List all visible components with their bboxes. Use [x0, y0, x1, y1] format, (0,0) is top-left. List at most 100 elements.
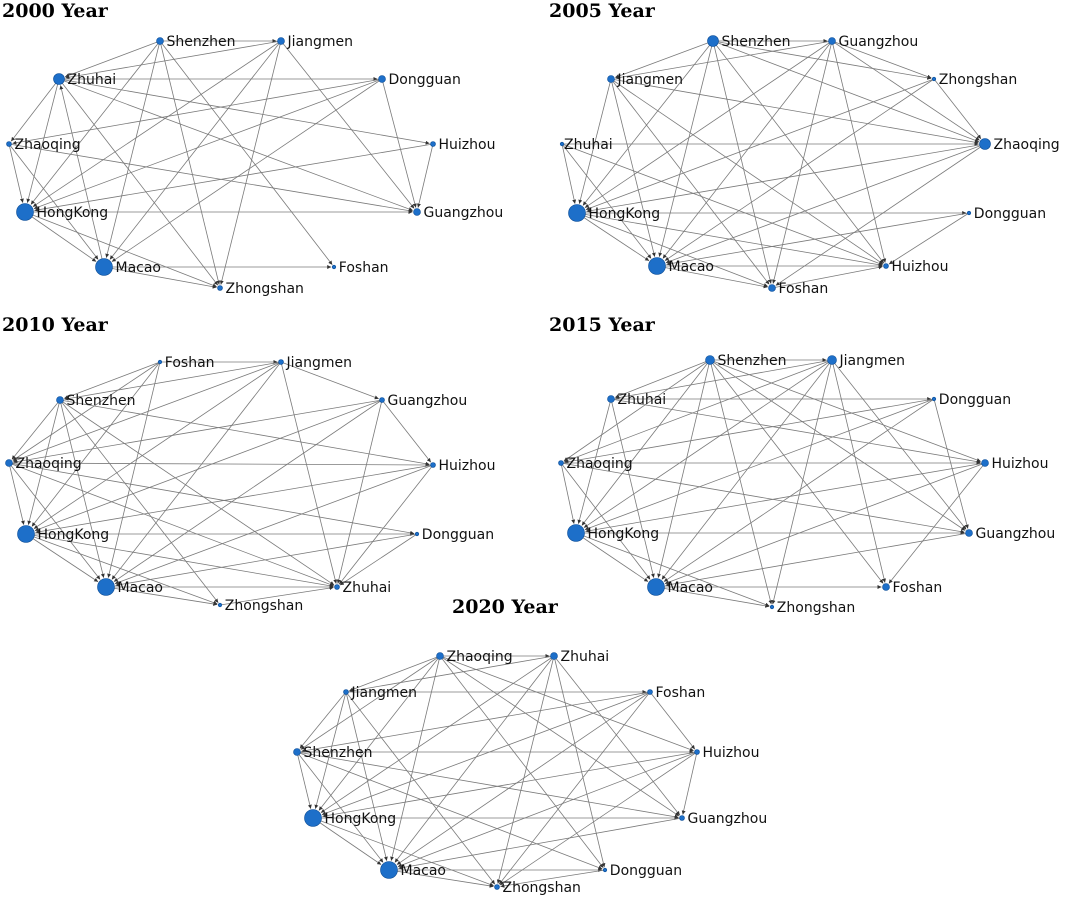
edge-jiangmen-guangzhou: [280, 361, 379, 400]
node-foshan: [331, 264, 337, 270]
edge-jiangmen-foshan: [831, 359, 886, 583]
edge-macao-foshan: [656, 265, 768, 289]
edge-jiangmen-guangzhou: [280, 40, 415, 209]
edge-shenzhen-foshan: [159, 40, 333, 266]
node-shenzhen: [156, 37, 164, 45]
edge-hongkong-zhongshan: [312, 817, 494, 887]
node-guangzhou: [679, 815, 685, 821]
node-huizhou: [694, 749, 700, 755]
node-macao: [95, 258, 113, 276]
edge-dongguan-hongkong: [33, 78, 383, 210]
node-label-foshan: Foshan: [339, 260, 389, 276]
edges-2010: [8, 360, 434, 606]
node-dongguan: [966, 210, 972, 216]
node-label-zhaoqing: Zhaoqing: [994, 137, 1060, 153]
edge-shenzhen-guangzhou: [709, 359, 966, 531]
edge-zhuhai-guangzhou: [553, 655, 681, 816]
edge-zhaoqing-guangzhou: [439, 655, 680, 817]
node-label-zhaoqing: Zhaoqing: [15, 137, 81, 153]
node-label-zhuhai: Zhuhai: [343, 580, 392, 596]
node-dongguan: [931, 396, 937, 402]
edge-jiangmen-zhongshan: [771, 359, 833, 605]
edge-foshan-zhaoqing: [12, 361, 161, 461]
edge-huizhou-hongkong: [585, 462, 986, 533]
edge-shenzhen-jiangmen: [615, 40, 714, 78]
edge-zhaoqing-foshan: [775, 143, 986, 286]
node-label-guangzhou: Guangzhou: [688, 811, 768, 827]
edge-shenzhen-zhongshan: [712, 40, 932, 80]
edge-jiangmen-macao: [109, 40, 282, 260]
node-label-zhuhai: Zhuhai: [618, 392, 667, 408]
node-label-huizhou: Huizhou: [703, 745, 760, 761]
node-shenzhen: [293, 748, 301, 756]
node-label-zhongshan: Zhongshan: [777, 600, 855, 616]
edge-shenzhen-hongkong: [30, 40, 161, 205]
edge-dongguan-guangzhou: [933, 398, 969, 529]
edge-zhaoqing-macao: [390, 655, 441, 861]
node-label-zhaoqing: Zhaoqing: [567, 456, 633, 472]
node-zhongshan: [217, 285, 223, 291]
edge-foshan-zhongshan: [498, 691, 651, 885]
panel-title-2005: 2005 Year: [549, 0, 656, 22]
edge-foshan-hongkong: [31, 361, 161, 527]
edge-zhuhai-hongkong: [577, 398, 612, 524]
node-guangzhou: [379, 397, 385, 403]
edge-zhongshan-zhaoqing: [933, 78, 982, 140]
edge-hongkong-huizhou: [576, 212, 883, 267]
edge-huizhou-macao: [114, 464, 434, 585]
node-macao: [648, 257, 666, 275]
edges-2015: [560, 358, 986, 608]
node-label-guangzhou: Guangzhou: [424, 205, 504, 221]
edge-dongguan-macao: [111, 78, 383, 263]
node-label-zhaoqing: Zhaoqing: [16, 456, 82, 472]
edge-foshan-shenzhen: [301, 691, 651, 753]
node-guangzhou: [413, 208, 421, 216]
edge-dongguan-macao: [666, 212, 970, 266]
edge-zhaoqing-macao: [8, 462, 101, 580]
edge-zhuhai-zhaoqing: [10, 78, 60, 142]
edge-shenzhen-zhongshan: [59, 399, 219, 604]
node-label-dongguan: Dongguan: [939, 392, 1011, 408]
edge-jiangmen-hongkong: [578, 78, 612, 204]
node-zhongshan: [769, 604, 775, 610]
node-label-dongguan: Dongguan: [422, 527, 494, 543]
node-label-shenzhen: Shenzhen: [718, 353, 787, 369]
edge-shenzhen-macao: [59, 399, 105, 578]
panel-2015: 2015 Year Shenzhen Jiangmen Zhuhai Dongguan…: [549, 314, 1055, 616]
edge-dongguan-zhaoqing: [12, 78, 383, 145]
edge-guangzhou-macao: [662, 40, 833, 259]
node-foshan: [768, 284, 776, 292]
panel-2010: 2010 Year Foshan Jiangmen Shenzhen Guangzho…: [2, 314, 495, 614]
edge-jiangmen-zhuhai: [615, 359, 833, 400]
edge-dongguan-macao: [115, 533, 418, 587]
edge-zhaoqing-hongkong: [560, 462, 576, 524]
node-label-zhongshan: Zhongshan: [503, 880, 581, 896]
node-zhaoqing: [558, 460, 564, 466]
panel-title-2010: 2010 Year: [2, 314, 109, 336]
edge-shenzhen-foshan: [709, 359, 884, 584]
edge-jiangmen-macao: [345, 691, 388, 861]
edge-zhuhai-jiangmen: [349, 655, 555, 693]
edge-guangzhou-foshan: [772, 40, 833, 284]
edge-zhuhai-dongguan: [553, 655, 606, 868]
edge-zhuhai-hongkong: [320, 655, 555, 814]
edge-shenzhen-dongguan: [296, 751, 603, 870]
edge-hongkong-foshan: [576, 212, 768, 287]
edge-guangzhou-macao: [665, 532, 970, 587]
node-label-huizhou: Huizhou: [439, 137, 496, 153]
node-label-zhongshan: Zhongshan: [225, 598, 303, 614]
edge-shenzhen-zhaoqing: [11, 399, 61, 460]
edge-shenzhen-huizhou: [712, 40, 885, 264]
nodes-2015: Shenzhen Jiangmen Zhuhai Dongguan Zhaoqing Hu…: [558, 353, 1055, 616]
node-zhuhai: [53, 73, 65, 85]
edge-huizhou-hongkong: [322, 751, 698, 818]
edge-shenzhen-macao: [658, 40, 714, 257]
edge-shenzhen-hongkong: [27, 399, 61, 525]
edge-jiangmen-macao: [111, 361, 282, 580]
edge-shenzhen-huizhou: [59, 399, 430, 466]
edge-zhaoqing-zhuhai: [8, 462, 334, 587]
panel-title-2020: 2020 Year: [452, 596, 559, 618]
node-shenzhen: [705, 355, 715, 365]
edges-2000: [8, 39, 434, 289]
node-label-foshan: Foshan: [893, 580, 943, 596]
